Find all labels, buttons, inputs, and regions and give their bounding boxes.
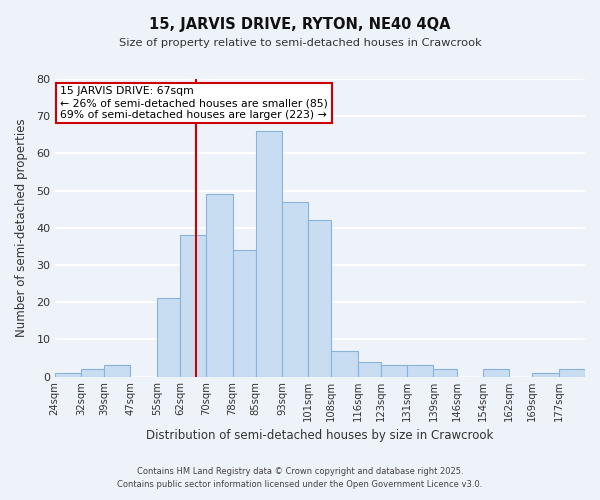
Bar [483, 369, 509, 376]
Bar [233, 250, 256, 376]
Bar [81, 369, 104, 376]
Bar [55, 373, 81, 376]
X-axis label: Distribution of semi-detached houses by size in Crawcrook: Distribution of semi-detached houses by … [146, 430, 493, 442]
Bar [256, 131, 282, 376]
Bar [433, 369, 457, 376]
Bar [358, 362, 381, 376]
Bar [206, 194, 233, 376]
Bar [407, 366, 433, 376]
Text: Contains HM Land Registry data © Crown copyright and database right 2025.: Contains HM Land Registry data © Crown c… [137, 467, 463, 476]
Y-axis label: Number of semi-detached properties: Number of semi-detached properties [15, 118, 28, 337]
Bar [180, 236, 206, 376]
Text: 15 JARVIS DRIVE: 67sqm
← 26% of semi-detached houses are smaller (85)
69% of sem: 15 JARVIS DRIVE: 67sqm ← 26% of semi-det… [60, 86, 328, 120]
Bar [331, 350, 358, 376]
Bar [157, 298, 180, 376]
Bar [104, 366, 130, 376]
Bar [559, 369, 585, 376]
Bar [282, 202, 308, 376]
Bar [381, 366, 407, 376]
Text: Size of property relative to semi-detached houses in Crawcrook: Size of property relative to semi-detach… [119, 38, 481, 48]
Text: 15, JARVIS DRIVE, RYTON, NE40 4QA: 15, JARVIS DRIVE, RYTON, NE40 4QA [149, 18, 451, 32]
Text: Contains public sector information licensed under the Open Government Licence v3: Contains public sector information licen… [118, 480, 482, 489]
Bar [532, 373, 559, 376]
Bar [308, 220, 331, 376]
